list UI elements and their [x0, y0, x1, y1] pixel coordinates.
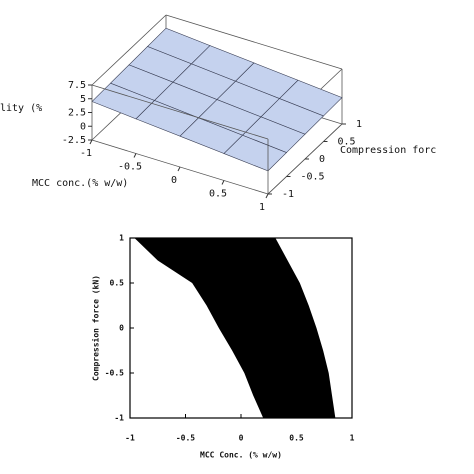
- box-edge: [91, 84, 269, 140]
- x-tick-label: -1: [80, 148, 92, 159]
- z-axis-label: lity (%: [0, 103, 42, 114]
- y-tick-label: -0.5: [301, 172, 325, 183]
- x-tick-label: 0.5: [209, 189, 227, 200]
- x-tick-label: -1: [125, 434, 135, 443]
- x-tick-label: 1: [350, 434, 355, 443]
- x-tick-label: 0: [171, 175, 177, 186]
- y-tick-label: 1: [119, 234, 124, 243]
- box-edge: [91, 14, 167, 86]
- y-tick-label: 0: [119, 324, 124, 333]
- x-tick: [265, 193, 269, 199]
- x-tick-label: 0: [239, 434, 244, 443]
- x-tick-label: 1: [259, 202, 265, 213]
- y-tick-label: -0.5: [105, 369, 124, 378]
- y-tick-label: 1: [356, 119, 362, 130]
- y-tick-label: 0.5: [110, 279, 125, 288]
- y-axis-label: Compression forc: [340, 145, 436, 156]
- z-tick-label: 5: [80, 94, 86, 105]
- region: [134, 238, 336, 418]
- x-axis-label: MCC conc.(% w/w): [32, 178, 128, 189]
- y-tick-label: 0: [319, 154, 325, 165]
- x-tick: [177, 166, 181, 172]
- y-tick-label: 0.5: [338, 137, 356, 148]
- x-tick-label: -0.5: [176, 434, 195, 443]
- x-axis-label: MCC Conc. (% w/w): [200, 451, 282, 460]
- z-tick-label: 2.5: [68, 108, 86, 119]
- y-tick-label: -1: [114, 414, 124, 423]
- x-tick: [221, 180, 225, 185]
- y-tick-label: -1: [282, 189, 294, 200]
- x-tick: [133, 153, 137, 158]
- box-edge: [165, 14, 343, 70]
- x-tick: [89, 139, 93, 145]
- surface-patch: [223, 134, 288, 172]
- z-tick-label: 0: [80, 121, 86, 132]
- x-tick-label: -0.5: [118, 162, 142, 173]
- x-tick-label: 0.5: [289, 434, 304, 443]
- y-axis-label: Compression force (kN): [91, 275, 101, 381]
- z-tick-label: 7.5: [68, 80, 86, 91]
- z-tick-label: -2.5: [62, 135, 86, 146]
